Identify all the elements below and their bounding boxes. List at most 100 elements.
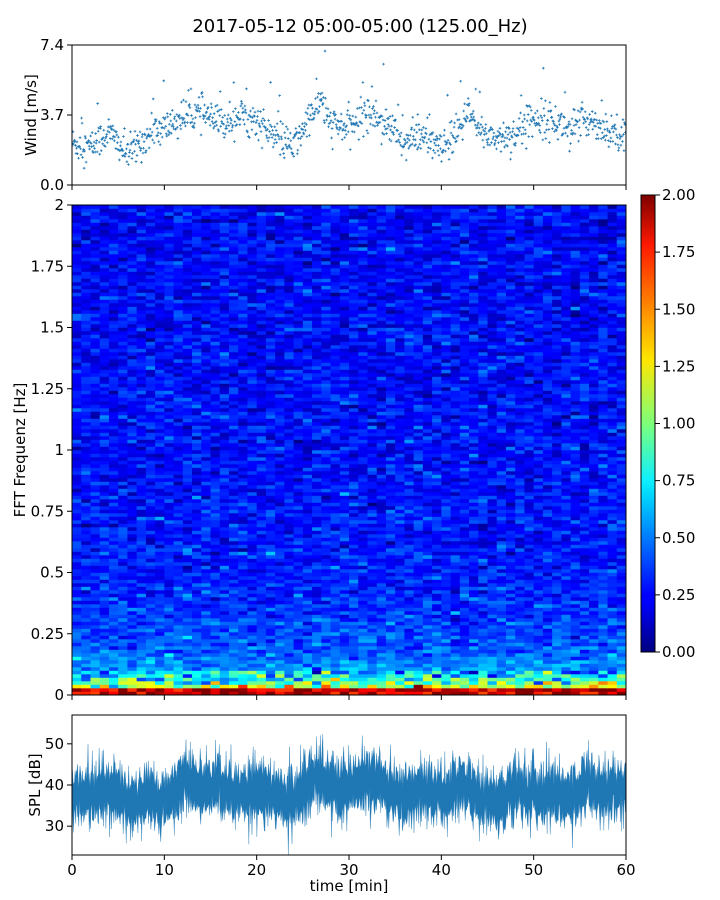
spectrogram-cell <box>607 516 618 521</box>
spectrogram-cell <box>515 481 526 486</box>
spectrogram-cell <box>385 534 396 538</box>
spectrogram-cell <box>349 667 359 671</box>
spectrogram-cell <box>302 618 313 622</box>
spectrogram-cell <box>607 471 618 475</box>
spectrogram-cell <box>81 548 92 552</box>
spectrogram-cell <box>219 670 230 675</box>
spectrogram-cell <box>293 576 304 580</box>
spectrogram-cell <box>441 660 452 664</box>
wind-point <box>264 126 267 130</box>
spectrogram-cell <box>349 681 359 685</box>
wind-point <box>98 152 102 156</box>
spectrogram-cell <box>505 656 516 661</box>
spectrogram-cell <box>552 632 562 636</box>
spectrogram-cell <box>182 642 193 647</box>
spectrogram-cell <box>515 674 526 678</box>
wind-point <box>484 127 487 130</box>
spectrogram-cell <box>118 677 128 682</box>
wind-point <box>282 152 286 155</box>
spectrogram-cell <box>524 516 535 521</box>
spectrogram-cell <box>339 471 350 475</box>
spectrogram-cell <box>164 534 175 538</box>
spectrogram-cell <box>579 516 590 521</box>
spectrogram-cell <box>496 520 507 524</box>
wind-point <box>211 122 215 125</box>
wind-point <box>621 140 624 143</box>
spectrogram-cell <box>247 467 258 472</box>
spectrogram-cell <box>81 509 92 514</box>
wind-point <box>132 140 135 143</box>
spectrogram-cell <box>118 502 128 507</box>
spectrogram-cell <box>432 485 442 489</box>
spectrogram-cell <box>432 597 442 601</box>
spectrogram-cell <box>219 506 230 510</box>
spectrogram-cell <box>459 569 470 573</box>
spectrogram-cell <box>404 625 415 629</box>
spectrogram-cell <box>72 635 82 640</box>
wind-point <box>316 95 319 99</box>
spectrogram-cell <box>238 467 249 472</box>
spectrogram-cell <box>90 586 101 591</box>
spectrogram-cell <box>127 530 138 535</box>
spectrogram-cell <box>192 551 202 556</box>
spectrogram-cell <box>459 597 470 601</box>
wind-point <box>144 151 147 154</box>
spectrogram-cell <box>228 481 239 486</box>
spectrogram-cell <box>136 639 147 643</box>
spectrogram-cell <box>432 611 442 615</box>
wind-x-tick-marks <box>71 185 627 190</box>
spectrogram-cell <box>72 586 82 591</box>
spectrogram-cell <box>275 628 285 633</box>
wind-point <box>576 109 580 113</box>
wind-point <box>309 113 312 117</box>
spectrogram-cell <box>505 618 516 622</box>
spectrogram-cell <box>395 579 405 584</box>
spectrogram-cell <box>478 506 489 510</box>
wind-point <box>567 120 571 124</box>
spectrogram-cell <box>413 688 424 692</box>
wind-point <box>204 121 207 124</box>
spectrogram-cell <box>598 537 609 542</box>
spectrogram-cell <box>182 621 193 626</box>
spectrogram-cell <box>302 639 313 643</box>
spectrogram-cell <box>450 597 461 601</box>
wind-point <box>523 117 526 121</box>
spectrogram-cell <box>367 565 378 570</box>
spectrogram-cell <box>293 485 304 489</box>
spectrogram-cell <box>81 593 92 598</box>
wind-point <box>350 123 354 126</box>
spectrogram-cell <box>145 667 156 671</box>
spectrogram-cell <box>321 551 332 556</box>
spectrogram-cell <box>505 628 516 633</box>
spectrogram-cell <box>210 614 221 619</box>
wind-point <box>334 123 338 126</box>
spectrogram-cell <box>542 677 553 682</box>
spectrogram-cell <box>265 632 276 636</box>
spectrogram-cell <box>155 670 165 675</box>
wind-point <box>396 129 399 132</box>
spectrogram-cell <box>459 611 470 615</box>
wind-point <box>491 128 494 131</box>
wind-point <box>367 99 370 102</box>
wind-point <box>324 96 327 100</box>
spectrogram-cell <box>413 611 424 615</box>
spectrogram-cell <box>155 478 165 482</box>
spectrogram-cell <box>404 597 415 601</box>
spectrogram-cell <box>275 579 285 584</box>
spectrogram-cell <box>395 653 405 657</box>
spectrogram-cell <box>145 593 156 598</box>
spectrogram-cell <box>228 541 239 545</box>
wind-point <box>224 124 228 128</box>
spectrogram-cell <box>459 478 470 482</box>
wind-point <box>87 144 91 148</box>
spectrogram-cell <box>607 618 618 622</box>
spectrogram-cell <box>552 660 562 664</box>
spectrogram-cell <box>81 674 92 678</box>
spectrogram-cell <box>145 527 156 531</box>
spectrogram-cell <box>478 530 489 535</box>
spectrogram-cell <box>487 499 498 503</box>
wind-point <box>422 140 426 144</box>
spectrogram-cell <box>81 516 92 521</box>
spectrogram-cell <box>99 656 110 661</box>
spectrogram-cell <box>136 646 147 650</box>
